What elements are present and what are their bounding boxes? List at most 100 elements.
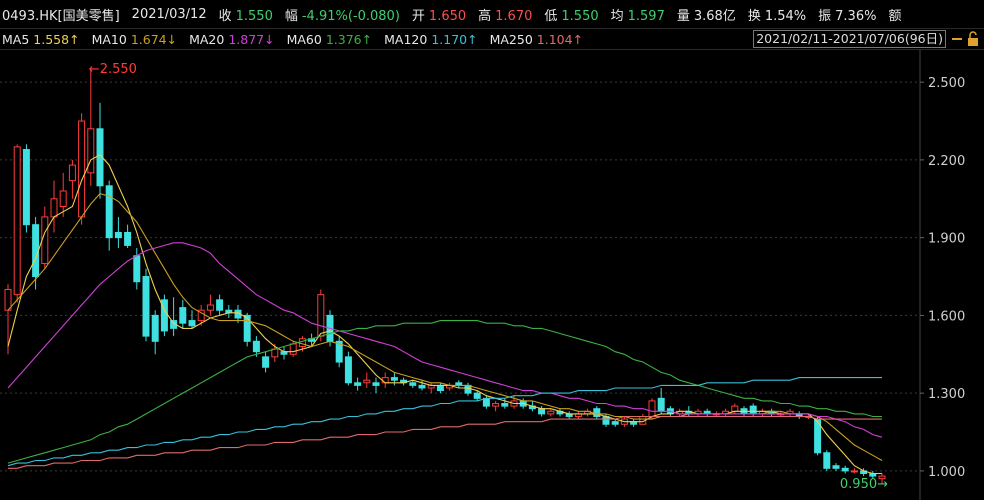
legend-item: MA250 1.104↑ [490,32,583,47]
ma-line [7,192,883,461]
quote-label: 换 [747,8,761,24]
candle-body [59,190,67,208]
candle-body [179,307,187,324]
quote-value: 1.550 [561,8,599,24]
candle-body [317,294,325,337]
legend-item: MA20 1.877↓ [189,32,275,47]
legend-name: MA250 [489,31,533,47]
quote-item: 高 1.670 [478,5,532,24]
candle-body [823,452,831,469]
legend-name: MA5 [2,31,30,47]
max-annotation: ←2.550 [89,62,137,77]
quote-item: 开 1.650 [412,5,466,24]
candle-body [547,410,555,415]
candle-body [538,408,546,415]
candle-body [436,384,444,392]
ma-line [7,377,882,467]
ma-line [7,320,882,464]
legend-name: MA20 [189,31,225,47]
candle-body [13,146,21,296]
candle-body [298,338,306,347]
toolbar-icons [952,31,978,46]
quote-value: 1.597 [627,8,665,24]
candle-body [501,403,509,407]
quote-label: 高 [478,8,492,24]
candle-body [151,314,159,342]
candle-body [133,255,141,283]
candle-body [160,299,168,332]
candle-body [78,120,86,218]
quote-value: 1.650 [428,8,467,24]
quote-label: 幅 [284,8,298,24]
quote-item: 量 3.68亿 [677,5,736,24]
quote-value: -4.91%(-0.080) [301,8,400,24]
candle-body [142,276,150,337]
date-range[interactable]: 2021/02/11-2021/07/06(96日) [753,30,946,48]
quote-item: 低 1.550 [544,5,598,24]
candle-body [335,340,343,363]
candle-body [105,185,113,239]
quote-bar: 0493.HK[国美零售] 2021/03/12 收 1.550 幅 -4.91%(-… [0,0,984,29]
candle-body [473,392,481,399]
candle-body [243,314,251,342]
candle-body [262,356,270,368]
y-tick-label: 1.000 [928,465,965,480]
candle-body [390,377,398,381]
date: 2021/03/12 [131,6,207,22]
quote-label: 额 [888,8,902,24]
quote-value: 1.670 [495,8,533,24]
legend-value: 1.376↑ [325,31,373,47]
ma-line [7,242,883,438]
quote-label: 低 [544,8,558,24]
legend-value: 1.170↑ [431,31,478,47]
legend-item: MA5 1.558↑ [2,32,80,47]
min-annotation: 0.950→ [840,477,888,492]
legend-item: MA120 1.170↑ [384,32,477,47]
ma-legend: MA5 1.558↑ MA10 1.674↓ MA20 1.877↓ MA60 1.376↑ M… [0,29,984,50]
candle-body [344,356,352,384]
candle-body [87,128,95,174]
quote-value: 1.54% [764,8,807,24]
quote-item: 均 1.597 [611,5,665,24]
lock-icon[interactable] [968,31,978,46]
quote-label: 量 [676,8,690,24]
legend-item: MA10 1.674↓ [92,32,178,47]
candle-body [372,382,380,386]
quote-label: 均 [610,8,624,24]
candle-body [289,343,297,355]
candle-body [850,470,858,473]
y-tick-label: 1.600 [928,309,965,324]
quote-label: 振 [818,8,832,24]
symbol[interactable]: 0493.HK[国美零售] [2,8,120,24]
ma-line [7,154,882,475]
quote-item: 幅 -4.91%(-0.080) [285,5,400,24]
candle-body [197,309,205,322]
legend-item: MA60 1.376↑ [287,32,373,47]
candle-body [841,467,849,472]
candle-body [492,403,500,407]
candle-body [409,382,417,386]
y-tick-label: 1.300 [928,387,965,402]
candle-body [114,231,122,239]
candle-body [593,408,601,417]
ma-line [8,415,882,469]
candle-body [41,216,49,265]
legend-value: 1.877↓ [228,31,275,47]
y-tick-label: 2.500 [928,76,965,91]
legend-name: MA60 [286,31,322,47]
candle-body [731,405,739,412]
candle-body [188,320,196,327]
candle-body [68,164,76,182]
candle-body [611,421,619,425]
quote-item: 换 1.54% [748,5,806,24]
legend-value: 1.674↓ [130,31,178,47]
y-tick-label: 1.900 [928,232,965,247]
candle-body [482,397,490,407]
candle-body [749,405,757,415]
candle-body [124,231,132,246]
quote-item: 收 1.550 [219,5,273,24]
quote-label: 收 [218,8,232,24]
y-tick-label: 2.200 [928,154,965,169]
candle-body [832,465,840,469]
